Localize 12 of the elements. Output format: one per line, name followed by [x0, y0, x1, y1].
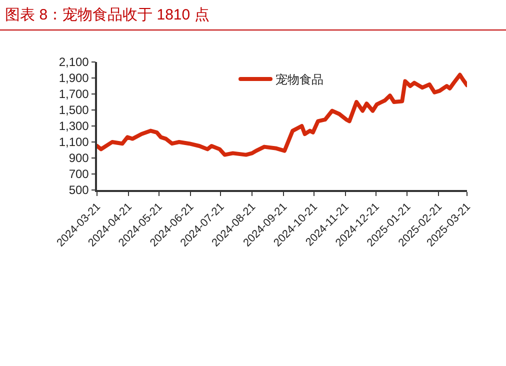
y-tick-label: 700 — [68, 167, 90, 182]
y-tick-label: 1,900 — [58, 71, 90, 86]
y-tick-label: 1,300 — [58, 119, 90, 134]
line-series — [97, 72, 467, 157]
y-tick-label: 500 — [68, 183, 90, 198]
y-tick-label: 1,500 — [58, 103, 90, 118]
legend-label: 宠物食品 — [276, 72, 324, 87]
y-tick-label: 1,100 — [58, 135, 90, 150]
y-tick-label: 2,100 — [58, 55, 90, 70]
y-tick-label: 900 — [68, 151, 90, 166]
chart-title: 图表 8：宠物食品收于 1810 点 — [5, 6, 210, 24]
y-tick-label: 1,700 — [58, 87, 90, 102]
